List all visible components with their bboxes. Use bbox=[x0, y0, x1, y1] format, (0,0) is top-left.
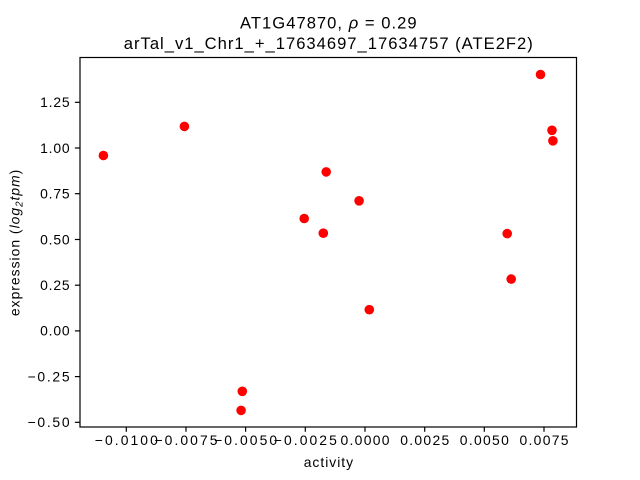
svg-text:activity: activity bbox=[304, 454, 353, 470]
svg-text:arTal_v1_Chr1_+_17634697_17634: arTal_v1_Chr1_+_17634697_17634757 (ATE2F… bbox=[124, 34, 533, 53]
svg-text:0.0025: 0.0025 bbox=[400, 432, 449, 448]
svg-text:0.0050: 0.0050 bbox=[460, 432, 509, 448]
svg-text:−0.0050: −0.0050 bbox=[214, 432, 277, 448]
svg-text:0.0000: 0.0000 bbox=[341, 432, 390, 448]
svg-text:0.00: 0.00 bbox=[40, 323, 70, 339]
svg-text:1.00: 1.00 bbox=[40, 140, 70, 156]
svg-text:AT1G47870, ρ = 0.29: AT1G47870, ρ = 0.29 bbox=[240, 14, 417, 33]
svg-text:0.25: 0.25 bbox=[40, 277, 70, 293]
svg-text:−0.25: −0.25 bbox=[28, 368, 70, 384]
svg-text:0.0075: 0.0075 bbox=[520, 432, 569, 448]
svg-text:−0.50: −0.50 bbox=[28, 414, 70, 430]
svg-text:−0.0075: −0.0075 bbox=[155, 432, 218, 448]
svg-text:1.25: 1.25 bbox=[40, 94, 70, 110]
svg-text:−0.0100: −0.0100 bbox=[95, 432, 158, 448]
svg-text:0.50: 0.50 bbox=[40, 231, 70, 247]
svg-text:0.75: 0.75 bbox=[40, 186, 70, 202]
svg-text:−0.0025: −0.0025 bbox=[274, 432, 337, 448]
